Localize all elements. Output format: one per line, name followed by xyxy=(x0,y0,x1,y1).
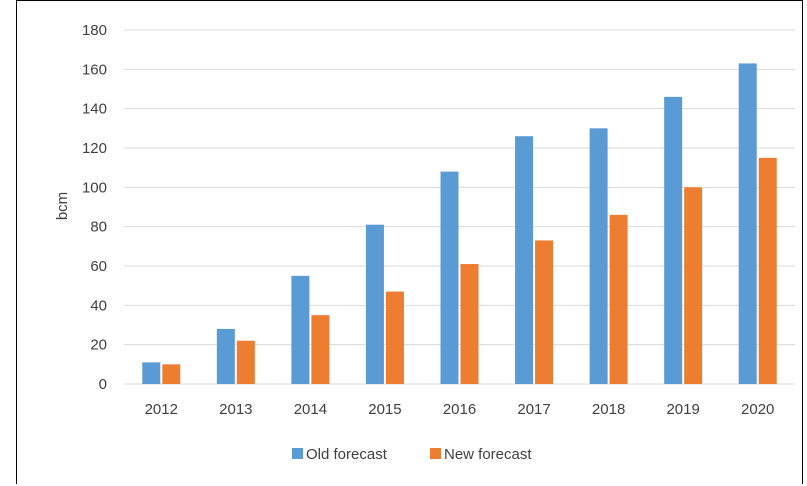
x-tick-label: 2013 xyxy=(219,401,252,418)
bar-old-forecast xyxy=(739,63,757,384)
y-tick-label: 80 xyxy=(90,219,107,236)
y-tick-label: 40 xyxy=(90,297,107,314)
y-tick-label: 0 xyxy=(99,376,107,393)
legend-label: Old forecast xyxy=(306,446,388,463)
legend-swatch xyxy=(430,448,441,459)
y-axis-title: bcm xyxy=(54,192,71,220)
legend-label: New forecast xyxy=(444,446,532,463)
y-axis-tick-labels: 0 20 40 60 80 100 120 140 160 180 xyxy=(82,22,107,393)
bar-old-forecast xyxy=(217,329,235,384)
bar-new-forecast xyxy=(759,158,777,384)
x-tick-label: 2016 xyxy=(443,401,476,418)
legend-item-old-forecast: Old forecast xyxy=(292,446,388,463)
bar-old-forecast xyxy=(291,276,309,384)
bar-old-forecast xyxy=(142,362,160,384)
bar-old-forecast xyxy=(366,225,384,384)
x-tick-label: 2020 xyxy=(741,401,774,418)
y-tick-label: 100 xyxy=(82,179,107,196)
y-tick-label: 60 xyxy=(90,258,107,275)
legend-item-new-forecast: New forecast xyxy=(430,446,532,463)
legend-swatch xyxy=(292,448,303,459)
bar-old-forecast xyxy=(515,136,533,384)
y-tick-label: 160 xyxy=(82,61,107,78)
bar-new-forecast xyxy=(311,315,329,384)
x-tick-label: 2019 xyxy=(666,401,699,418)
x-tick-label: 2018 xyxy=(592,401,625,418)
bar-old-forecast xyxy=(664,97,682,384)
y-tick-label: 20 xyxy=(90,337,107,354)
bar-new-forecast xyxy=(237,341,255,384)
bar-new-forecast xyxy=(535,240,553,384)
x-tick-label: 2012 xyxy=(145,401,178,418)
legend: Old forecast New forecast xyxy=(292,446,532,463)
x-axis-tick-labels: 2012 2013 2014 2015 2016 2017 2018 2019 2020 xyxy=(145,401,775,418)
x-tick-label: 2017 xyxy=(517,401,550,418)
y-tick-label: 140 xyxy=(82,101,107,118)
y-tick-label: 120 xyxy=(82,140,107,157)
y-tick-label: 180 xyxy=(82,22,107,39)
x-tick-label: 2014 xyxy=(294,401,327,418)
bar-new-forecast xyxy=(162,364,180,384)
bar-new-forecast xyxy=(684,187,702,384)
bar-old-forecast xyxy=(441,172,459,384)
bar-old-forecast xyxy=(590,128,608,384)
bars xyxy=(142,63,776,384)
bar-new-forecast xyxy=(461,264,479,384)
bar-new-forecast xyxy=(610,215,628,384)
bar-new-forecast xyxy=(386,292,404,384)
x-tick-label: 2015 xyxy=(368,401,401,418)
